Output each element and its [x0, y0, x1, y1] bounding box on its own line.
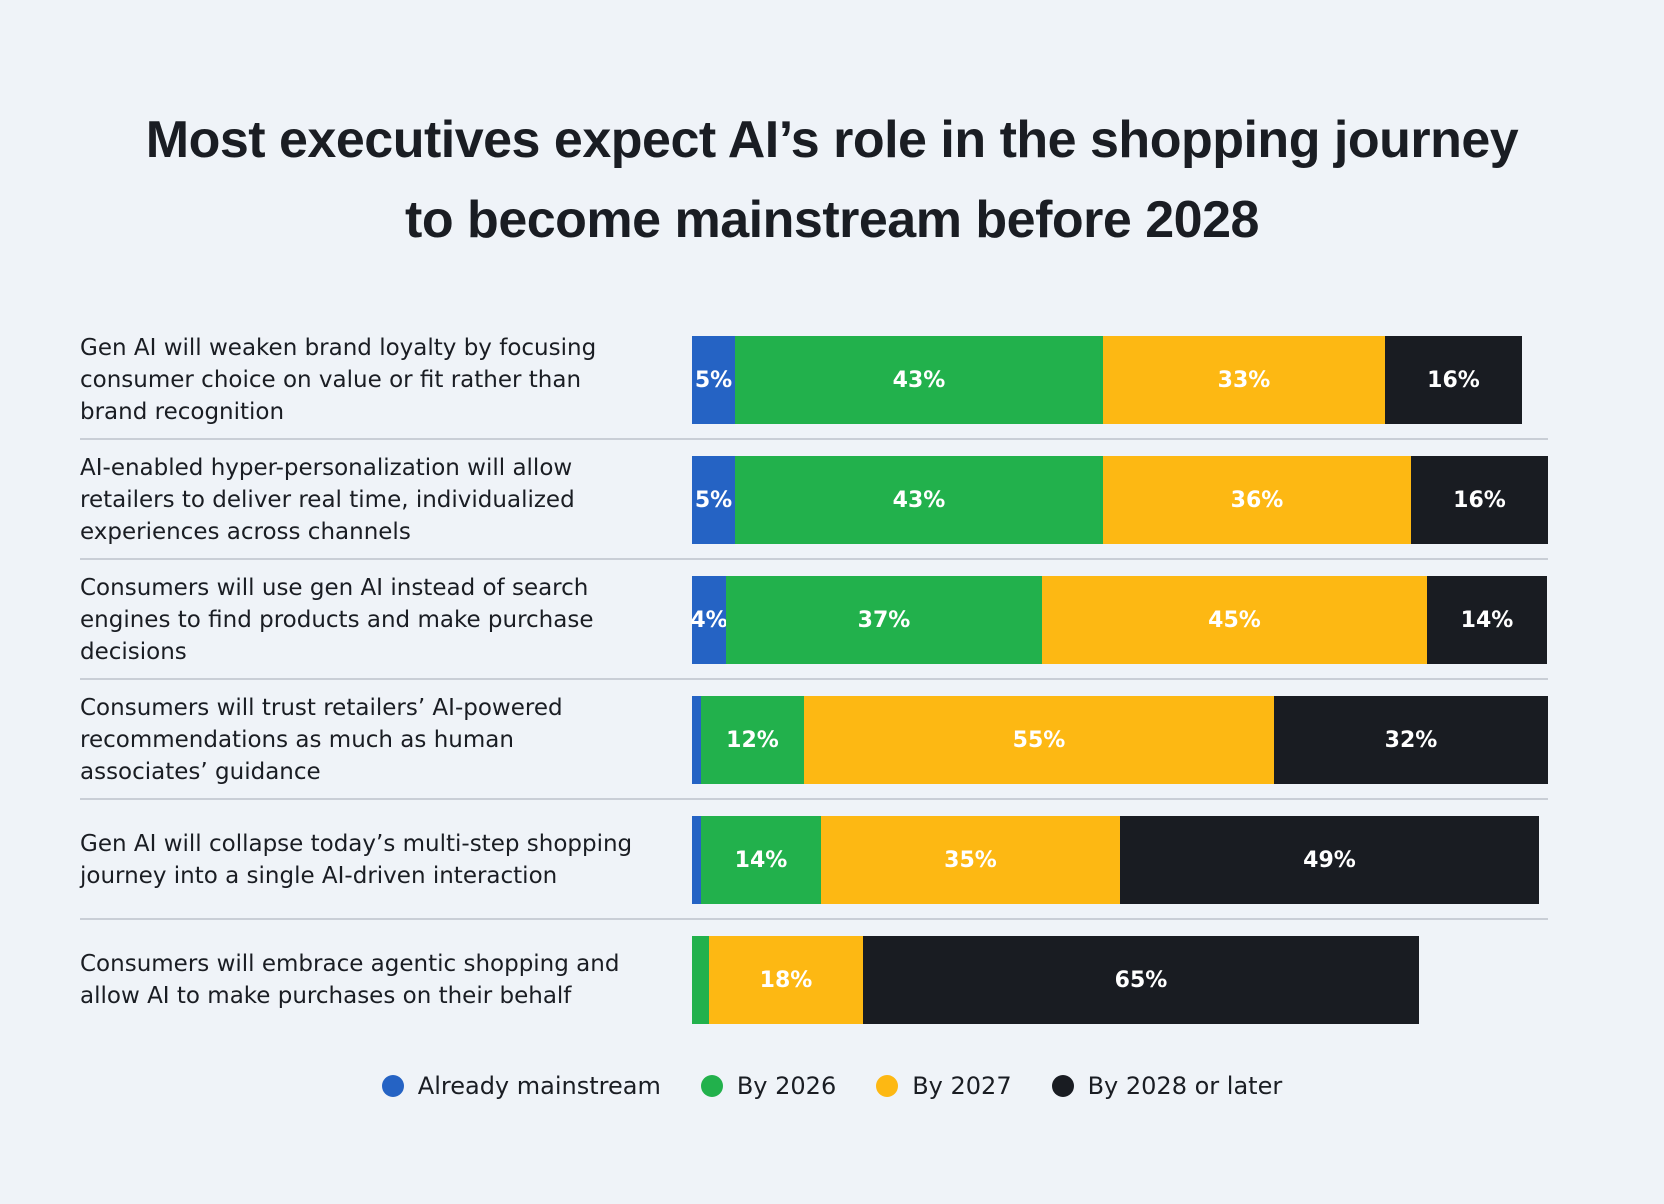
legend-dot-icon	[876, 1075, 899, 1097]
bar-segment: 49%	[1120, 816, 1539, 904]
chart-title-line-1: Most executives expect AI’s role in the …	[145, 111, 1519, 169]
legend-dot-icon	[381, 1075, 404, 1097]
data-label: 16%	[1427, 367, 1480, 393]
bar-segment: 43%	[735, 336, 1103, 424]
data-label: 37%	[857, 607, 911, 633]
bar-segment: 32%	[1274, 696, 1548, 784]
data-label: 33%	[1217, 367, 1271, 393]
legend-dot-icon	[1051, 1075, 1074, 1097]
legend-item: By 2026	[700, 1072, 837, 1100]
legend-item: Already mainstream	[381, 1072, 661, 1100]
bar-segment: 36%	[1103, 456, 1411, 544]
bar-segment: 43%	[735, 456, 1103, 544]
data-label: 14%	[1460, 607, 1514, 633]
data-label: 43%	[892, 367, 946, 393]
data-label: 65%	[1114, 967, 1168, 993]
data-label: 32%	[1384, 727, 1438, 753]
data-label: 5%	[694, 487, 733, 513]
bar-segment: 4%	[690, 576, 728, 664]
row-label: Consumers will trust retailers’ AI-power…	[80, 695, 563, 785]
data-label: 43%	[892, 487, 946, 513]
bar-segment	[692, 696, 701, 784]
bar-segment: 35%	[821, 816, 1120, 904]
bar-segment: 5%	[692, 456, 735, 544]
bar-segment: 33%	[1103, 336, 1385, 424]
bar-segment: 37%	[726, 576, 1042, 664]
row-label: Consumers will use gen AI instead of sea…	[80, 575, 594, 665]
legend-dot-icon	[700, 1075, 723, 1097]
data-label: 12%	[726, 727, 779, 753]
data-label: 18%	[759, 967, 813, 993]
row-label: Gen AI will collapse today’s multi-step …	[80, 831, 633, 889]
bar-segment: 5%	[692, 336, 735, 424]
data-label: 4%	[690, 607, 728, 633]
bar-segment: 14%	[701, 816, 821, 904]
data-label: 14%	[734, 847, 788, 873]
bar-segment: 14%	[1427, 576, 1547, 664]
legend-label: By 2027	[912, 1072, 1012, 1100]
row-divider	[80, 798, 1548, 800]
data-label: 5%	[694, 367, 733, 393]
bar-segment: 55%	[804, 696, 1274, 784]
data-label: 49%	[1303, 847, 1356, 873]
bar-segment: 45%	[1042, 576, 1427, 664]
legend-item: By 2027	[876, 1072, 1012, 1100]
legend-label: Already mainstream	[417, 1072, 661, 1100]
chart-title: Most executives expect AI’s role in the …	[0, 100, 1664, 260]
legend: Already mainstream By 2026 By 2027 By 2028 …	[0, 1072, 1664, 1100]
bar-segment: 18%	[709, 936, 863, 1024]
row-label: Consumers will embrace agentic shopping …	[80, 951, 620, 1009]
legend-item: By 2028 or later	[1051, 1072, 1283, 1100]
data-label: 45%	[1208, 607, 1261, 633]
data-label: 35%	[944, 847, 997, 873]
row-divider	[80, 678, 1548, 680]
bar-segment	[692, 936, 709, 1024]
data-label: 55%	[1012, 727, 1066, 753]
data-label: 36%	[1230, 487, 1284, 513]
legend-label: By 2028 or later	[1087, 1072, 1283, 1100]
bar-segment: 16%	[1411, 456, 1548, 544]
chart-title-line-2: to become mainstream before 2028	[405, 191, 1259, 249]
bar-segment: 16%	[1385, 336, 1522, 424]
bar-segment	[692, 816, 701, 904]
bar-segment: 12%	[701, 696, 804, 784]
row-label: AI-enabled hyper-personalization will al…	[80, 455, 575, 545]
row-divider	[80, 918, 1548, 920]
row-divider	[80, 438, 1548, 440]
legend-label: By 2026	[736, 1072, 837, 1100]
bar-segment: 65%	[863, 936, 1419, 1024]
data-label: 16%	[1453, 487, 1506, 513]
row-label: Gen AI will weaken brand loyalty by focu…	[80, 335, 597, 425]
row-divider	[80, 558, 1548, 560]
